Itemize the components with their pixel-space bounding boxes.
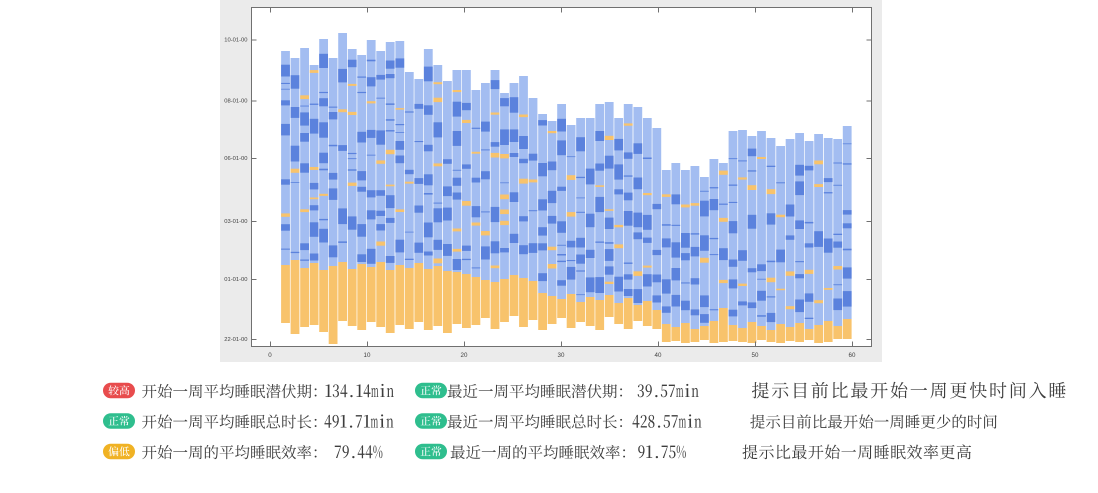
svg-text:60: 60 xyxy=(849,352,856,359)
svg-text:01-01-00: 01-01-00 xyxy=(224,277,247,283)
svg-text:10: 10 xyxy=(364,352,371,359)
svg-text:30: 30 xyxy=(558,352,565,359)
svg-text:06-01-00: 06-01-00 xyxy=(224,156,247,162)
svg-text:0: 0 xyxy=(268,352,272,359)
svg-text:50: 50 xyxy=(752,352,759,359)
svg-text:03-01-00: 03-01-00 xyxy=(224,219,247,225)
svg-text:10-01-00: 10-01-00 xyxy=(224,38,247,44)
svg-text:22-01-00: 22-01-00 xyxy=(224,337,247,343)
svg-text:20: 20 xyxy=(461,352,468,359)
svg-text:40: 40 xyxy=(655,352,662,359)
svg-text:08-01-00: 08-01-00 xyxy=(224,99,247,105)
